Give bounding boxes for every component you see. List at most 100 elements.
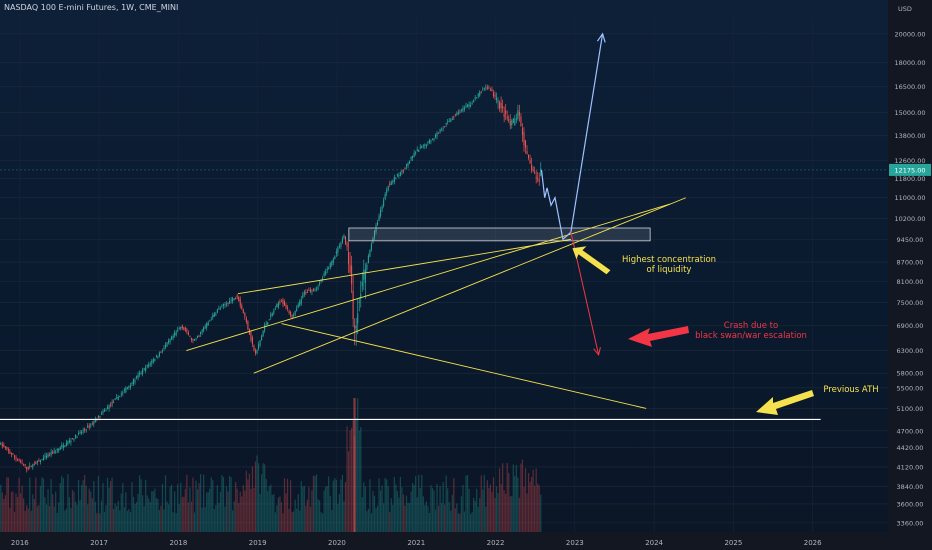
- candle-body: [73, 438, 75, 440]
- volume-bar: [149, 502, 151, 532]
- candle-body: [39, 459, 41, 462]
- volume-bar: [215, 505, 217, 532]
- volume-bar: [248, 473, 251, 532]
- volume-bar: [521, 459, 524, 532]
- candle-body: [134, 380, 136, 383]
- volume-bar: [53, 506, 55, 532]
- volume-bar: [494, 497, 496, 532]
- candle-body: [3, 444, 5, 447]
- candle-body: [142, 369, 144, 374]
- candle-body: [364, 269, 366, 284]
- candle-body: [325, 271, 327, 275]
- volume-bar: [498, 468, 501, 532]
- candle-body: [492, 92, 495, 96]
- volume-bar: [4, 495, 6, 532]
- volume-bar: [193, 512, 196, 532]
- candle-body: [190, 337, 192, 340]
- volume-bar: [508, 472, 510, 532]
- candle-body: [146, 365, 148, 367]
- candle-body: [90, 424, 92, 426]
- volume-bar: [184, 489, 186, 532]
- volume-bar: [433, 490, 435, 532]
- ath-pointer-arrow: [756, 390, 814, 415]
- candle-body: [392, 181, 394, 183]
- projection-path: [540, 33, 604, 241]
- candle-body: [384, 194, 386, 200]
- candle-body: [323, 273, 325, 276]
- volume-bar: [198, 483, 200, 532]
- candle-body: [482, 89, 484, 91]
- volume-bar: [534, 485, 536, 532]
- candle-body: [277, 303, 279, 308]
- volume-bar: [79, 500, 81, 532]
- candle-body: [49, 454, 51, 456]
- price-tick-label: 7500.00: [897, 299, 924, 307]
- volume-bar: [277, 497, 279, 532]
- candle-body: [346, 243, 348, 247]
- volume-bar: [502, 463, 504, 532]
- candle-body: [319, 282, 321, 285]
- candle-body: [377, 222, 379, 225]
- volume-bar: [518, 497, 521, 532]
- volume-bar: [247, 479, 249, 532]
- volume-bar: [486, 480, 488, 532]
- candle-body: [477, 94, 479, 97]
- volume-bar: [61, 475, 63, 532]
- candle-body: [293, 314, 295, 316]
- candle-body: [433, 138, 435, 140]
- volume-bar: [378, 478, 380, 532]
- price-tick-label: 8700.00: [897, 259, 924, 267]
- volume-bar: [155, 498, 157, 532]
- candle-body: [67, 441, 69, 445]
- candle-body: [524, 140, 527, 148]
- candle-body: [427, 141, 429, 143]
- candle-body: [113, 401, 115, 403]
- candle-body: [177, 329, 179, 332]
- volume-bar: [358, 430, 360, 532]
- volume-bar: [3, 499, 5, 532]
- candle-body: [204, 326, 206, 329]
- candle-body: [259, 340, 261, 346]
- candle-body: [145, 367, 147, 371]
- candle-body: [518, 111, 520, 116]
- liquidity-annotation-line1: Highest concentration: [622, 255, 716, 265]
- candle-body: [322, 277, 324, 281]
- candle-body: [517, 110, 519, 119]
- price-tick-label: 4120.00: [897, 463, 924, 471]
- liquidity-pointer-arrow: [572, 246, 611, 275]
- volume-bar: [151, 491, 153, 532]
- volume-bar: [318, 500, 321, 532]
- candle-body: [486, 87, 488, 89]
- volume-bar: [473, 497, 475, 532]
- candle-body: [180, 326, 182, 329]
- candle-body: [441, 130, 443, 132]
- volume-bar: [96, 513, 98, 532]
- volume-bar: [448, 502, 450, 532]
- candle-body: [35, 462, 37, 465]
- candle-body: [76, 436, 78, 438]
- volume-bar: [189, 487, 191, 532]
- candle-body: [102, 410, 104, 414]
- volume-bar: [134, 504, 136, 532]
- volume-bar: [238, 502, 240, 532]
- volume-bar: [254, 461, 257, 532]
- candle-body: [103, 409, 106, 412]
- candle-body: [470, 104, 472, 107]
- volume-bar: [116, 506, 118, 532]
- volume-bar: [471, 512, 473, 532]
- volume-bar: [386, 479, 388, 532]
- volume-bar: [143, 506, 145, 532]
- candle-body: [258, 344, 260, 350]
- candle-body: [197, 335, 199, 338]
- volume-bar: [334, 478, 336, 532]
- candle-body: [503, 113, 505, 117]
- candle-body: [61, 445, 63, 447]
- candle-body: [20, 461, 22, 463]
- price-tick-label: 4700.00: [897, 427, 924, 435]
- volume-bar: [326, 485, 328, 532]
- volume-bar: [299, 510, 301, 532]
- candle-body: [7, 449, 9, 451]
- candle-body: [305, 292, 307, 294]
- volume-bar: [302, 486, 304, 532]
